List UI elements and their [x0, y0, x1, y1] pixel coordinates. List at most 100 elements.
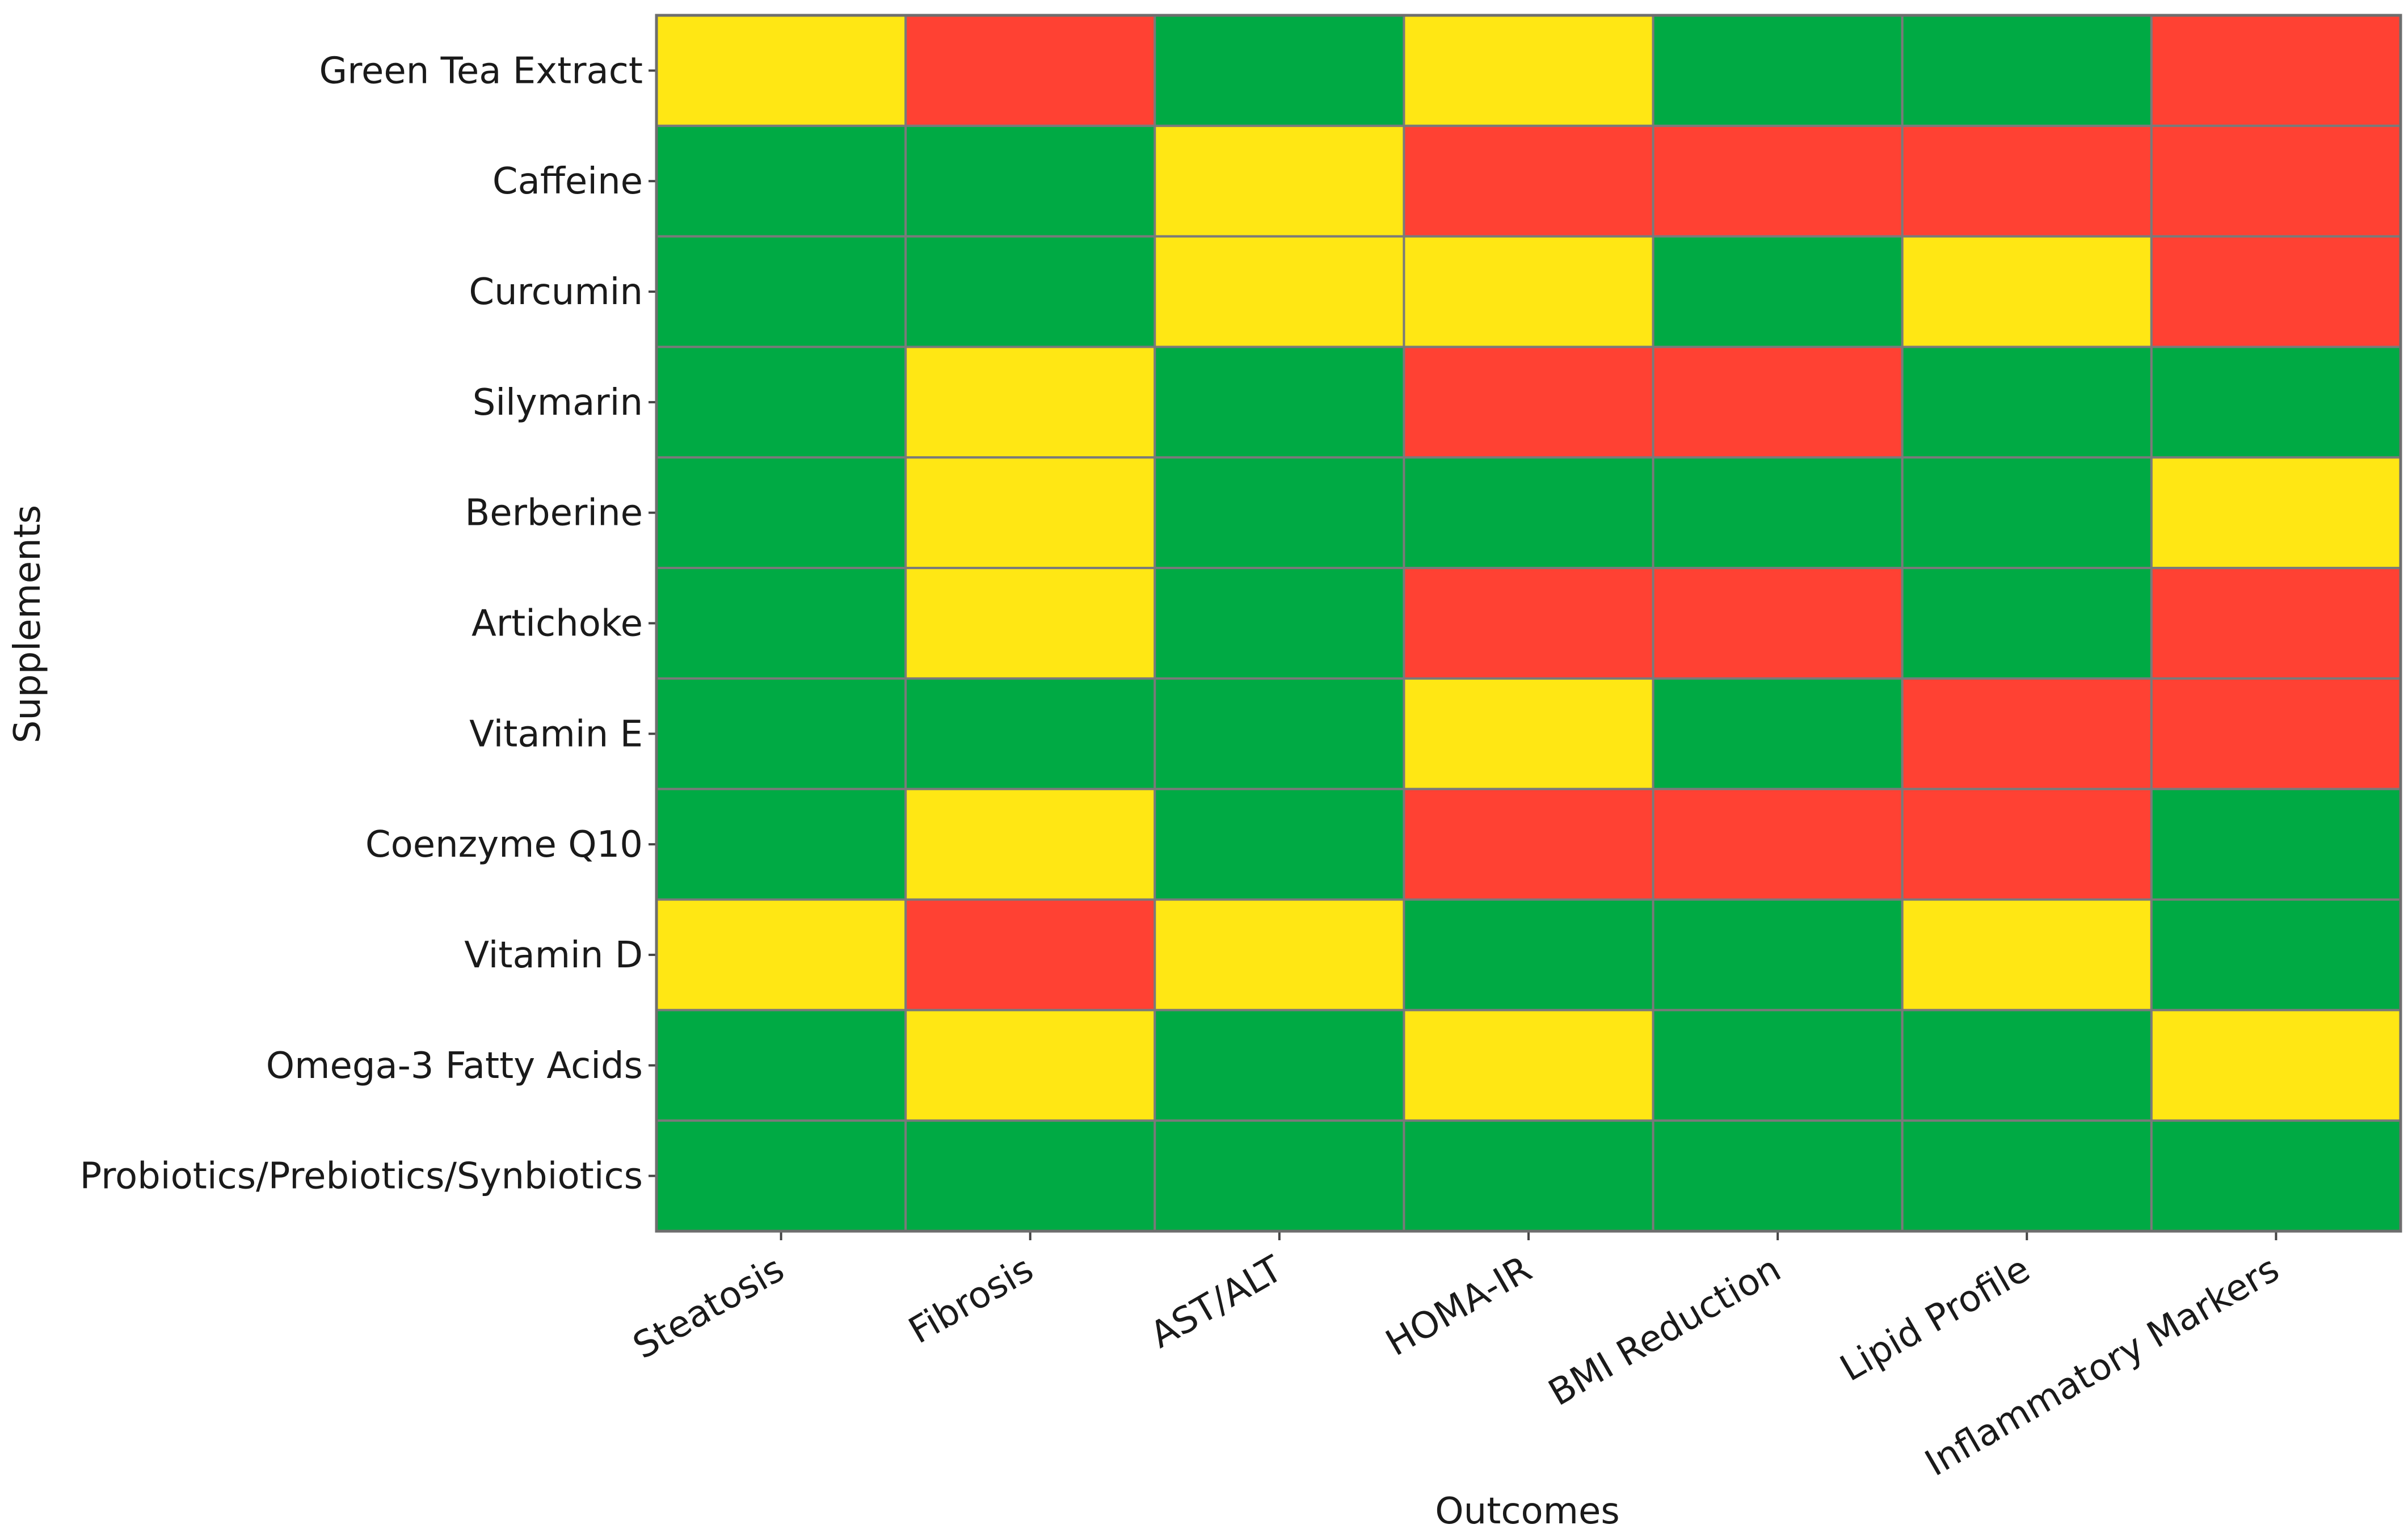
heatmap-cell [1154, 1009, 1405, 1122]
heatmap-cell [1652, 677, 1904, 790]
heatmap-cell [655, 346, 907, 459]
y-tick-label: Berberine [465, 492, 643, 534]
heatmap-cell [1403, 346, 1655, 459]
heatmap-cell [904, 235, 1156, 348]
heatmap-cell [1652, 456, 1904, 570]
heatmap-cell [1154, 567, 1405, 680]
heatmap-cell [1154, 124, 1405, 238]
heatmap-cell [655, 14, 907, 127]
heatmap-cell [1652, 124, 1904, 238]
heatmap-cell [1652, 787, 1904, 901]
heatmap-cell [655, 787, 907, 901]
heatmap-cell [2150, 235, 2402, 348]
y-tick-label: Caffeine [492, 161, 643, 203]
heatmap-cell [1901, 14, 2153, 127]
y-tick-label: Coenzyme Q10 [365, 824, 643, 866]
y-axis-title: Supplements [7, 505, 49, 743]
heatmap-cell [1403, 235, 1655, 348]
heatmap-cell [1652, 1009, 1904, 1122]
heatmap-cell [1403, 787, 1655, 901]
heatmap-cell [655, 456, 907, 570]
heatmap-cell [904, 567, 1156, 680]
heatmap-cell [1154, 14, 1405, 127]
heatmap-cell [1901, 677, 2153, 790]
heatmap-cell [904, 124, 1156, 238]
y-tick-label: Omega-3 Fatty Acids [266, 1045, 643, 1087]
heatmap-cell [1403, 567, 1655, 680]
heatmap-cell [1901, 1119, 2153, 1232]
heatmap-cell [1154, 1119, 1405, 1232]
heatmap-cell [2150, 677, 2402, 790]
heatmap-cell [1652, 898, 1904, 1012]
heatmap-cell [1901, 124, 2153, 238]
heatmap-cell [1901, 567, 2153, 680]
heatmap-cell [1403, 456, 1655, 570]
heatmap-cell [655, 124, 907, 238]
heatmap-cell [1652, 567, 1904, 680]
x-axis-title: Outcomes [1435, 1490, 1619, 1532]
heatmap-cell [904, 346, 1156, 459]
heatmap-cell [655, 235, 907, 348]
y-tick-label: Vitamin D [464, 934, 643, 976]
heatmap-cell [2150, 124, 2402, 238]
heatmap-cell [1901, 235, 2153, 348]
x-tick-label: HOMA-IR [1379, 1248, 1539, 1364]
y-tick-label: Silymarin [473, 382, 643, 424]
x-tick-label: AST/ALT [1143, 1248, 1290, 1357]
heatmap-cell [1154, 787, 1405, 901]
plot-frame [655, 14, 2402, 1233]
x-tick-label: BMI Reduction [1542, 1248, 1788, 1414]
heatmap-cell [1403, 124, 1655, 238]
heatmap-cell [904, 787, 1156, 901]
heatmap-cell [904, 14, 1156, 127]
heatmap-cell [1652, 346, 1904, 459]
y-tick-label: Artichoke [472, 603, 643, 645]
y-tick-label: Curcumin [469, 271, 643, 313]
heatmap-cell [904, 677, 1156, 790]
heatmap-cell [1154, 677, 1405, 790]
heatmap-cell [1901, 898, 2153, 1012]
heatmap-cell [2150, 346, 2402, 459]
y-tick-label: Green Tea Extract [319, 50, 643, 92]
heatmap-cell [2150, 14, 2402, 127]
heatmap-cell [2150, 898, 2402, 1012]
heatmap-cell [1403, 677, 1655, 790]
heatmap-cell [1403, 1009, 1655, 1122]
heatmap-cell [2150, 1119, 2402, 1232]
heatmap-cell [904, 898, 1156, 1012]
heatmap-cell [2150, 1009, 2402, 1122]
x-tick-label: Fibrosis [902, 1248, 1041, 1353]
heatmap-cell [655, 1119, 907, 1232]
heatmap-cell [1403, 1119, 1655, 1232]
heatmap-cell [655, 1009, 907, 1122]
heatmap-cell [655, 898, 907, 1012]
heatmap-cell [1154, 235, 1405, 348]
heatmap-cell [904, 1009, 1156, 1122]
heatmap-cell [1652, 1119, 1904, 1232]
heatmap-cell [904, 456, 1156, 570]
heatmap-cell [2150, 567, 2402, 680]
heatmap-cell [1154, 898, 1405, 1012]
heatmap-cell [2150, 456, 2402, 570]
heatmap-cell [655, 677, 907, 790]
y-tick-label: Probiotics/Prebiotics/Synbiotics [80, 1156, 643, 1198]
heatmap-cell [1403, 14, 1655, 127]
x-tick-label: Lipid Profile [1833, 1248, 2037, 1390]
heatmap-cell [1901, 1009, 2153, 1122]
y-tick-label: Vitamin E [469, 713, 643, 755]
heatmap-cell [1154, 456, 1405, 570]
heatmap-cell [2150, 787, 2402, 901]
heatmap-cell [1652, 14, 1904, 127]
heatmap-cell [1652, 235, 1904, 348]
heatmap-cell [1901, 346, 2153, 459]
y-axis: Green Tea Extract Caffeine Curcumin Silymar… [80, 50, 656, 1198]
heatmap-cell [1901, 456, 2153, 570]
heatmap-cell [1901, 787, 2153, 901]
heatmap-cell [904, 1119, 1156, 1232]
heatmap-cell [655, 567, 907, 680]
heatmap-cells [655, 14, 2402, 1232]
heatmap-cell [1403, 898, 1655, 1012]
heatmap-cell [1154, 346, 1405, 459]
x-tick-label: Steatosis [626, 1248, 792, 1368]
